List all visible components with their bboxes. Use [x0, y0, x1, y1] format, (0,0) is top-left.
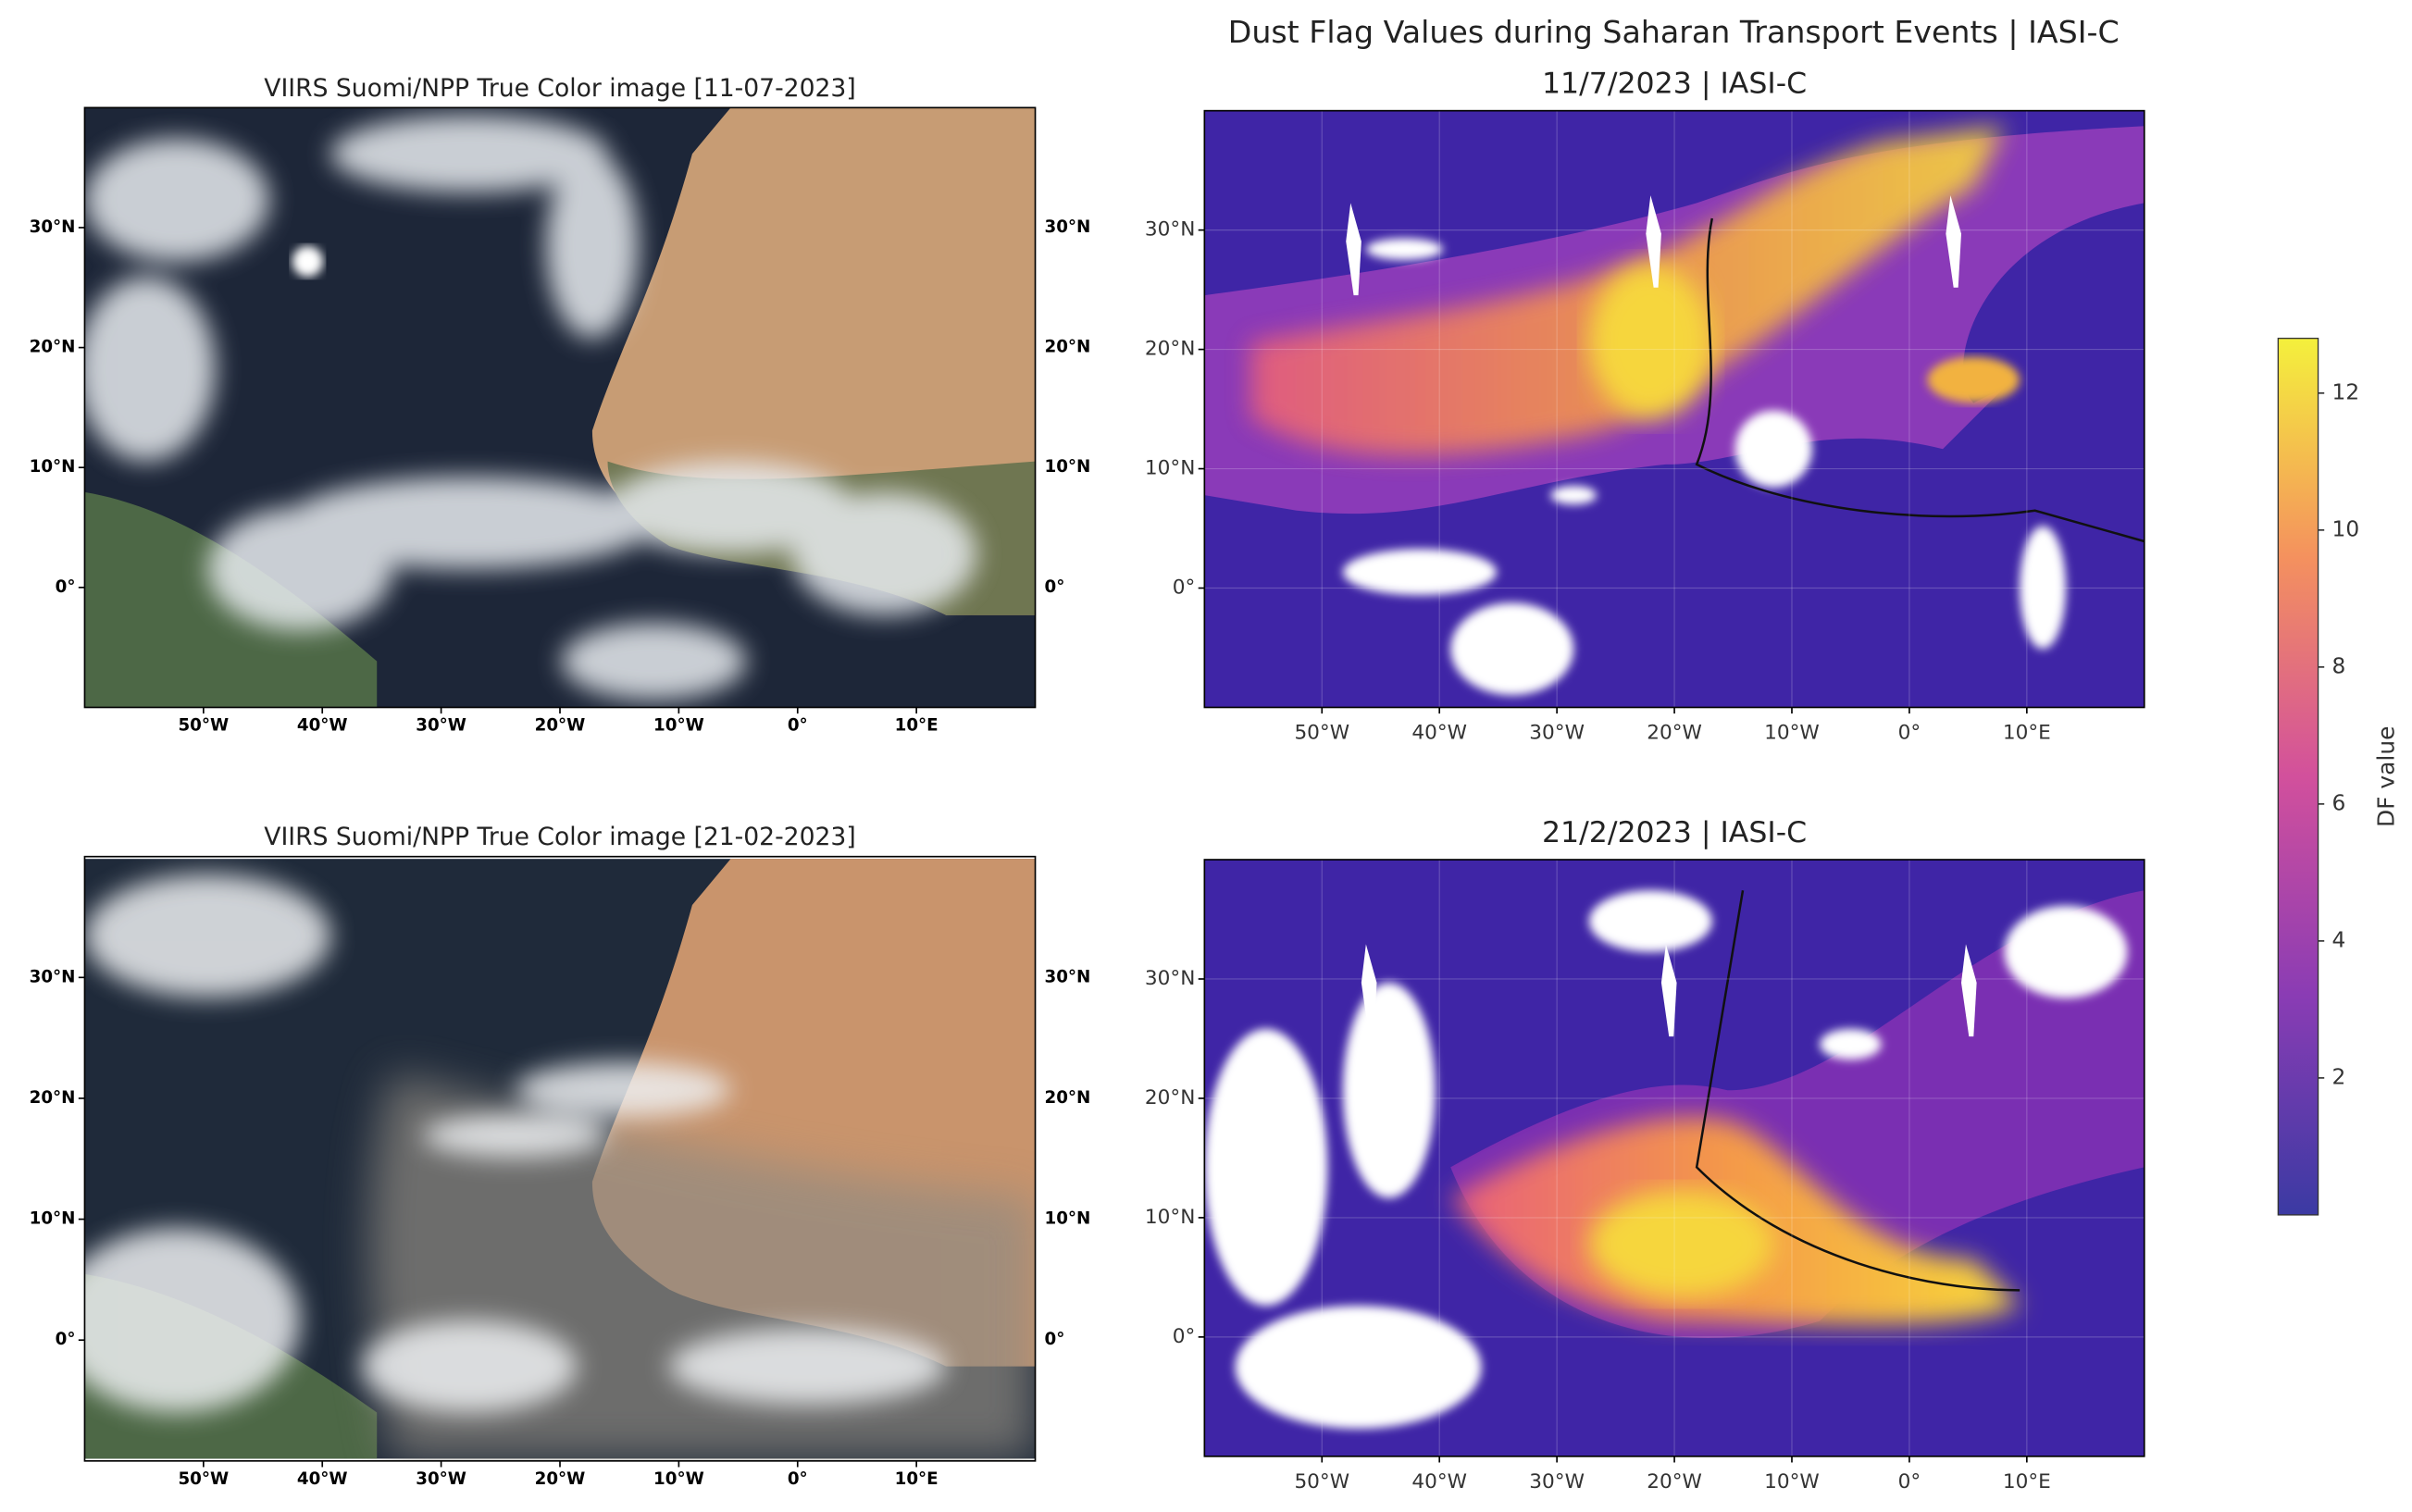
panel-title: VIIRS Suomi/NPP True Color image [21-02-… [264, 823, 855, 851]
y-tick-label: 10°N [1145, 1206, 1195, 1229]
colorbar-tick-label: 4 [2332, 927, 2346, 952]
x-tick-label: 50°W [1294, 1470, 1349, 1493]
map-panel: 21/2/2023 | IASI-C 50°W 40°W 30°W 20°W 10°W 0°… [1145, 816, 2145, 1493]
x-tick-label: 40°W [297, 715, 348, 735]
y-tick-label: 10°N [1044, 1209, 1090, 1229]
x-tick-label: 10°W [653, 715, 704, 735]
y-tick-label: 20°N [1145, 1086, 1195, 1109]
map-panel: VIIRS Suomi/NPP True Color image [11-07-… [30, 74, 1091, 736]
x-tick-label: 30°W [1529, 1470, 1585, 1493]
panel-title: 11/7/2023 | IASI-C [1542, 67, 1807, 100]
colorbar-tick-label: 2 [2332, 1064, 2346, 1089]
panel-frame [83, 106, 1037, 709]
x-tick-label: 10°W [1764, 1470, 1820, 1493]
x-tick-label: 10°E [895, 1469, 939, 1489]
x-tick-label: 30°W [416, 715, 466, 735]
panel-frame [1203, 109, 2145, 709]
colorbar-tick-label: 6 [2332, 790, 2346, 815]
map-image [54, 859, 1035, 1458]
panel-frame [1203, 859, 2145, 1457]
y-tick-label: 0° [1044, 577, 1064, 597]
x-tick-label: 30°W [416, 1469, 466, 1489]
map-panel: VIIRS Suomi/NPP True Color image [21-02-… [30, 823, 1091, 1489]
x-tick-label: 20°W [1647, 1470, 1702, 1493]
x-tick-label: 0° [1898, 722, 1921, 745]
x-tick-label: 10°E [895, 715, 939, 735]
y-tick-label: 20°N [30, 1088, 76, 1108]
map-image [77, 107, 1035, 707]
colorbar-tick-label: 10 [2332, 516, 2360, 541]
y-tick-label: 20°N [1145, 338, 1195, 361]
x-tick-label: 40°W [297, 1469, 348, 1489]
y-tick-label: 0° [1044, 1330, 1064, 1349]
x-tick-label: 0° [788, 715, 808, 735]
colorbar-label: DF value [2372, 726, 2399, 827]
x-tick-label: 50°W [178, 715, 229, 735]
y-tick-label: 30°N [1145, 218, 1195, 242]
figure-title: Dust Flag Values during Saharan Transpor… [1228, 14, 2120, 50]
x-tick-label: 0° [788, 1469, 808, 1489]
colorbar-tick-label: 12 [2332, 379, 2360, 404]
x-tick-label: 10°E [2003, 722, 2051, 745]
y-tick-label: 0° [56, 577, 76, 597]
y-tick-label: 0° [1173, 1325, 1196, 1348]
y-tick-label: 10°N [1145, 457, 1195, 480]
y-tick-label: 10°N [30, 457, 76, 477]
y-tick-label: 10°N [30, 1209, 76, 1229]
x-tick-label: 50°W [1294, 722, 1349, 745]
y-tick-label: 30°N [30, 217, 76, 237]
x-tick-label: 30°W [1529, 722, 1585, 745]
panel-title: 21/2/2023 | IASI-C [1542, 816, 1807, 849]
x-tick-label: 20°W [535, 715, 586, 735]
y-tick-label: 30°N [1044, 967, 1090, 986]
x-tick-label: 10°E [2003, 1470, 2051, 1493]
y-tick-label: 0° [56, 1330, 76, 1349]
y-tick-label: 0° [1173, 576, 1196, 600]
y-tick-label: 10°N [1044, 457, 1090, 477]
x-tick-label: 20°W [535, 1469, 586, 1489]
panel-frame [83, 855, 1037, 1462]
y-tick-label: 20°N [30, 338, 76, 357]
map-panel: 11/7/2023 | IASI-C 50°W 40°W 30°W 20°W 10°W 0°… [1145, 67, 2145, 745]
x-tick-label: 40°W [1411, 722, 1467, 745]
x-tick-label: 10°W [653, 1469, 704, 1489]
colorbar [2277, 337, 2319, 1216]
y-tick-label: 30°N [1145, 967, 1195, 990]
y-tick-label: 30°N [30, 967, 76, 986]
x-tick-label: 40°W [1411, 1470, 1467, 1493]
colorbar-tick-label: 8 [2332, 653, 2346, 678]
x-tick-label: 50°W [178, 1469, 229, 1489]
y-tick-label: 30°N [1044, 217, 1090, 237]
x-tick-label: 0° [1898, 1470, 1921, 1493]
y-tick-label: 20°N [1044, 1088, 1090, 1108]
y-tick-label: 20°N [1044, 338, 1090, 357]
x-tick-label: 10°W [1764, 722, 1820, 745]
x-tick-label: 20°W [1647, 722, 1702, 745]
panel-title: VIIRS Suomi/NPP True Color image [11-07-… [264, 74, 855, 103]
